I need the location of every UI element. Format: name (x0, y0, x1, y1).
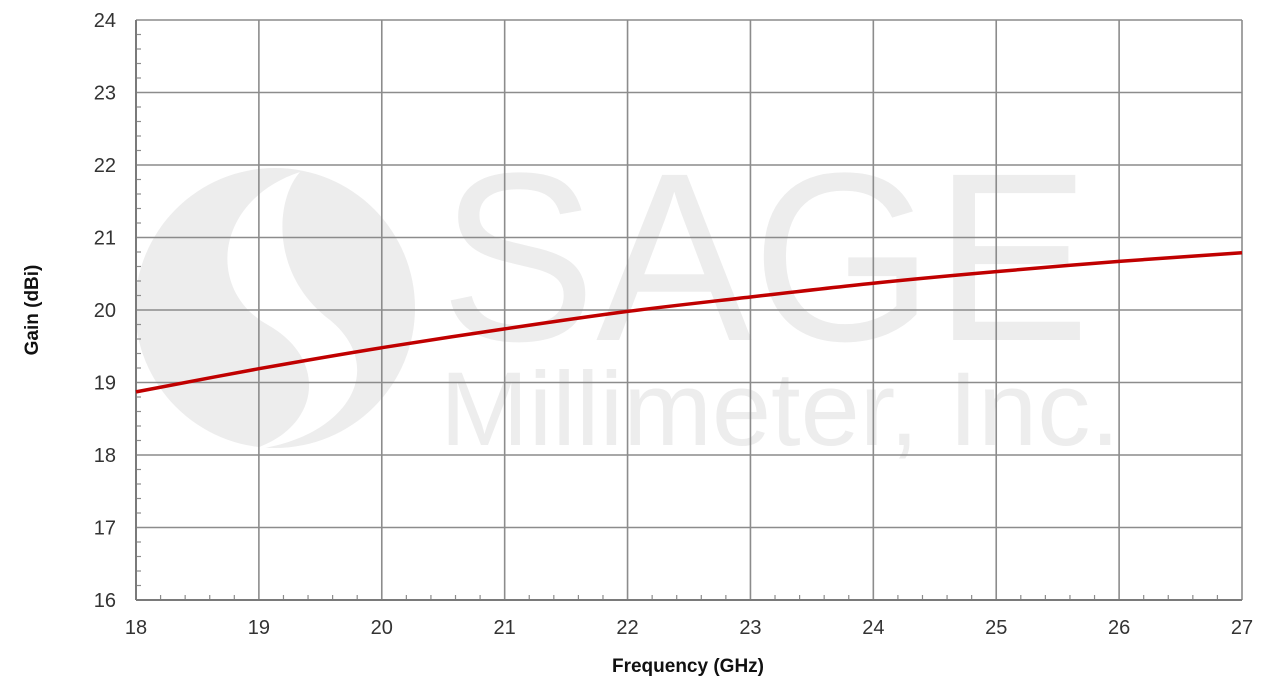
y-axis-title: Gain (dBi) (22, 265, 43, 356)
watermark-millimeter-text: Millimeter, Inc. (440, 351, 1120, 468)
y-tick-label: 23 (94, 83, 116, 105)
x-tick-label: 20 (371, 617, 393, 639)
x-tick-label: 19 (248, 617, 270, 639)
x-tick-label: 27 (1231, 617, 1253, 639)
watermark-sage-text: SAGE (440, 123, 1090, 391)
x-tick-label: 23 (739, 617, 761, 639)
y-tick-label: 17 (94, 518, 116, 540)
x-tick-label: 18 (125, 617, 147, 639)
x-tick-label: 21 (494, 617, 516, 639)
y-tick-labels: 16 17 18 19 20 21 22 23 24 (94, 10, 116, 612)
y-tick-label: 22 (94, 155, 116, 177)
gain-series-line (135, 250, 1243, 394)
y-tick-label: 21 (94, 228, 116, 250)
x-tick-label: 26 (1108, 617, 1130, 639)
x-axis-title: Frequency (GHz) (612, 656, 764, 677)
y-tick-label: 18 (94, 445, 116, 467)
axes (135, 20, 1242, 601)
watermark-swoosh (227, 172, 358, 450)
y-tick-label: 24 (94, 10, 116, 32)
x-tick-label: 25 (985, 617, 1007, 639)
series-layer (135, 250, 1243, 394)
y-tick-label: 19 (94, 373, 116, 395)
y-tick-label: 20 (94, 300, 116, 322)
grid-lines (135, 19, 1243, 601)
x-tick-labels: 18 19 20 21 22 23 24 25 26 27 (125, 617, 1253, 639)
x-tick-label: 24 (862, 617, 884, 639)
x-tick-label: 22 (616, 617, 638, 639)
y-tick-label: 16 (94, 590, 116, 612)
